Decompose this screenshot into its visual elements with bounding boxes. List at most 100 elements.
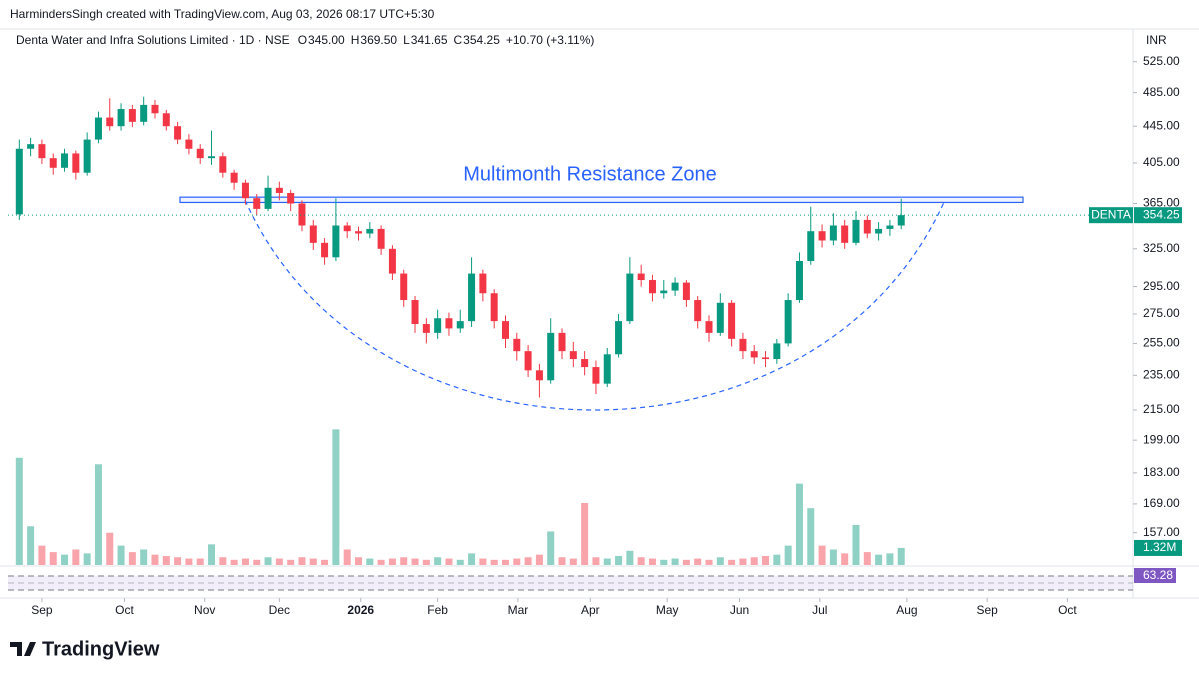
candle-body bbox=[400, 273, 408, 301]
x-tick-label: Dec bbox=[269, 603, 290, 617]
volume-bar bbox=[422, 559, 430, 565]
volume-bar bbox=[897, 547, 905, 565]
volume-bar bbox=[219, 557, 227, 565]
candle-body bbox=[705, 321, 713, 333]
candle-body bbox=[841, 225, 849, 243]
y-tick-label: 169.00 bbox=[1143, 496, 1180, 510]
volume-bar bbox=[829, 549, 837, 565]
volume-bar bbox=[27, 526, 35, 565]
volume-bar bbox=[795, 483, 803, 565]
volume-bar bbox=[558, 557, 566, 565]
candle-body bbox=[524, 351, 532, 371]
volume-bar bbox=[128, 552, 136, 565]
volume-bar bbox=[377, 559, 385, 565]
volume-bar bbox=[603, 558, 611, 565]
x-tick-label: Feb bbox=[427, 603, 448, 617]
volume-bar bbox=[501, 559, 509, 565]
volume-bar bbox=[547, 531, 555, 565]
candle-body bbox=[739, 338, 747, 352]
symbol-tag bbox=[1089, 207, 1133, 224]
volume-bar bbox=[83, 553, 91, 565]
header: HarmindersSingh created with TradingView… bbox=[10, 7, 435, 21]
candle-body bbox=[355, 231, 363, 234]
candle-body bbox=[185, 139, 193, 149]
candle-body bbox=[422, 324, 430, 333]
candle-body bbox=[343, 225, 351, 232]
candle-body bbox=[151, 104, 159, 114]
candle-body bbox=[784, 300, 792, 344]
volume-bar bbox=[151, 554, 159, 565]
candle-body bbox=[264, 187, 272, 209]
volume-bar bbox=[434, 557, 442, 565]
candle-body bbox=[162, 113, 170, 127]
last-price-tag bbox=[1134, 207, 1182, 224]
volume-bar bbox=[490, 559, 498, 565]
candle-body bbox=[513, 338, 521, 352]
x-tick-label: Sep bbox=[31, 603, 53, 617]
candle-body bbox=[140, 104, 148, 122]
candle-body bbox=[174, 126, 182, 140]
candle-body bbox=[298, 203, 306, 226]
candle-body bbox=[863, 219, 871, 234]
rsi-tag bbox=[1134, 568, 1176, 583]
y-tick-label: 157.00 bbox=[1143, 525, 1180, 539]
candle-body bbox=[61, 153, 69, 168]
candle-body bbox=[479, 273, 487, 294]
candle-body bbox=[547, 332, 555, 381]
candle-body bbox=[637, 273, 645, 281]
candle-body bbox=[456, 321, 464, 329]
candle-body bbox=[94, 117, 102, 140]
volume-bar bbox=[637, 557, 645, 565]
candle-body bbox=[626, 273, 634, 322]
y-tick-label: 235.00 bbox=[1143, 367, 1180, 381]
volume-bar bbox=[524, 557, 532, 565]
rsi-label: 63.28 bbox=[1143, 568, 1173, 582]
y-tick-label: 405.00 bbox=[1143, 155, 1180, 169]
x-tick-label: May bbox=[656, 603, 679, 617]
candle-body bbox=[875, 228, 883, 234]
y-tick-label: 445.00 bbox=[1143, 118, 1180, 132]
volume-bar bbox=[298, 557, 306, 565]
candle-body bbox=[592, 367, 600, 384]
volume-bar bbox=[807, 508, 815, 565]
candle-body bbox=[219, 156, 227, 173]
volume-bar bbox=[682, 559, 690, 565]
volume-bar bbox=[886, 553, 894, 565]
candle-body bbox=[253, 198, 261, 209]
volume-bar bbox=[773, 554, 781, 565]
candle-body bbox=[886, 225, 894, 229]
volume-bar bbox=[275, 558, 283, 565]
x-tick-label: Sep bbox=[976, 603, 998, 617]
y-tick-label: 325.00 bbox=[1143, 241, 1180, 255]
candle-body bbox=[795, 260, 803, 301]
annotation: Multimonth Resistance Zone bbox=[463, 163, 716, 185]
volume-bar bbox=[581, 503, 589, 565]
volume-bar bbox=[253, 559, 261, 565]
logo: TradingView bbox=[10, 638, 160, 660]
candle-body bbox=[275, 187, 283, 193]
candle-body bbox=[15, 148, 23, 215]
volume-bar bbox=[208, 544, 216, 565]
volume-bar bbox=[309, 558, 317, 565]
candle-body bbox=[117, 109, 125, 127]
candle-body bbox=[558, 332, 566, 352]
candle-body bbox=[241, 182, 249, 199]
candle-body bbox=[445, 318, 453, 329]
candle-body bbox=[377, 228, 385, 249]
last-price-label: 354.25 bbox=[1143, 207, 1180, 221]
volume-bar bbox=[705, 559, 713, 565]
volume-bar bbox=[162, 555, 170, 565]
legend-key: C bbox=[454, 33, 463, 47]
candle-body bbox=[321, 242, 329, 258]
volume-bar bbox=[660, 559, 668, 565]
y-tick-label: 183.00 bbox=[1143, 465, 1180, 479]
candle-body bbox=[196, 148, 204, 159]
volume-bar bbox=[343, 549, 351, 565]
volume-bar bbox=[400, 557, 408, 565]
x-tick-label: Oct bbox=[115, 603, 134, 617]
volume-bar bbox=[332, 429, 340, 565]
volume-bar bbox=[106, 532, 114, 565]
volume-bar bbox=[411, 558, 419, 565]
